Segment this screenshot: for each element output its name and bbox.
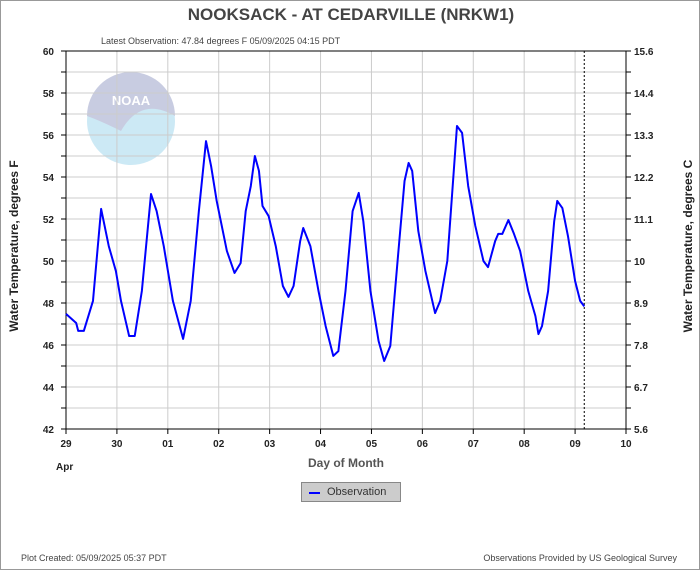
y-tick-label-left: 50 xyxy=(43,257,55,268)
y-tick-label-left: 58 xyxy=(43,89,55,100)
y-tick-label-right: 5.6 xyxy=(634,425,648,436)
plot-created: Plot Created: 05/09/2025 05:37 PDT xyxy=(21,553,167,563)
y-tick-label-left: 44 xyxy=(43,383,55,394)
y-tick-label-left: 60 xyxy=(43,47,55,58)
x-tick-label: 03 xyxy=(264,439,276,450)
x-tick-label: 01 xyxy=(162,439,174,450)
x-tick-label: 06 xyxy=(417,439,429,450)
svg-text:NOAA: NOAA xyxy=(112,93,151,108)
x-tick-label: 08 xyxy=(519,439,531,450)
chart-title: NOOKSACK - AT CEDARVILLE (NRKW1) xyxy=(187,5,515,24)
x-tick-label: 10 xyxy=(620,439,632,450)
y-tick-label-right: 14.4 xyxy=(634,89,654,100)
legend-label: Observation xyxy=(327,486,387,498)
y-tick-label-left: 46 xyxy=(43,341,55,352)
x-month-label: Apr xyxy=(56,462,74,473)
legend-swatch xyxy=(309,492,320,494)
x-tick-label: 04 xyxy=(315,439,327,450)
noaa-logo: NOAA xyxy=(87,72,175,165)
x-tick-label: 07 xyxy=(468,439,480,450)
y-tick-label-left: 48 xyxy=(43,299,55,310)
y-tick-label-right: 10 xyxy=(634,257,646,268)
y-axis-label-left: Water Temperature, degrees F xyxy=(7,160,21,332)
data-credit: Observations Provided by US Geological S… xyxy=(483,553,677,563)
x-tick-label: 30 xyxy=(111,439,123,450)
x-axis-label: Day of Month xyxy=(308,456,384,470)
y-axis-label-right: Water Temperature, degrees C xyxy=(681,159,695,333)
x-tick-label: 29 xyxy=(60,439,72,450)
y-tick-label-right: 7.8 xyxy=(634,341,648,352)
y-tick-label-left: 56 xyxy=(43,131,55,142)
y-tick-label-right: 8.9 xyxy=(634,299,648,310)
y-tick-label-right: 15.6 xyxy=(634,47,654,58)
latest-observation: Latest Observation: 47.84 degrees F 05/0… xyxy=(101,36,341,46)
observation-line xyxy=(65,124,586,362)
y-tick-label-left: 52 xyxy=(43,215,55,226)
y-tick-label-left: 54 xyxy=(43,173,55,184)
y-tick-label-right: 12.2 xyxy=(634,173,654,184)
x-tick-label: 05 xyxy=(366,439,378,450)
x-tick-label: 09 xyxy=(570,439,582,450)
y-tick-label-right: 6.7 xyxy=(634,383,648,394)
y-tick-label-left: 42 xyxy=(43,425,55,436)
y-tick-label-right: 11.1 xyxy=(634,215,653,226)
y-tick-label-right: 13.3 xyxy=(634,131,654,142)
x-tick-label: 02 xyxy=(213,439,225,450)
legend: Observation xyxy=(301,482,401,502)
